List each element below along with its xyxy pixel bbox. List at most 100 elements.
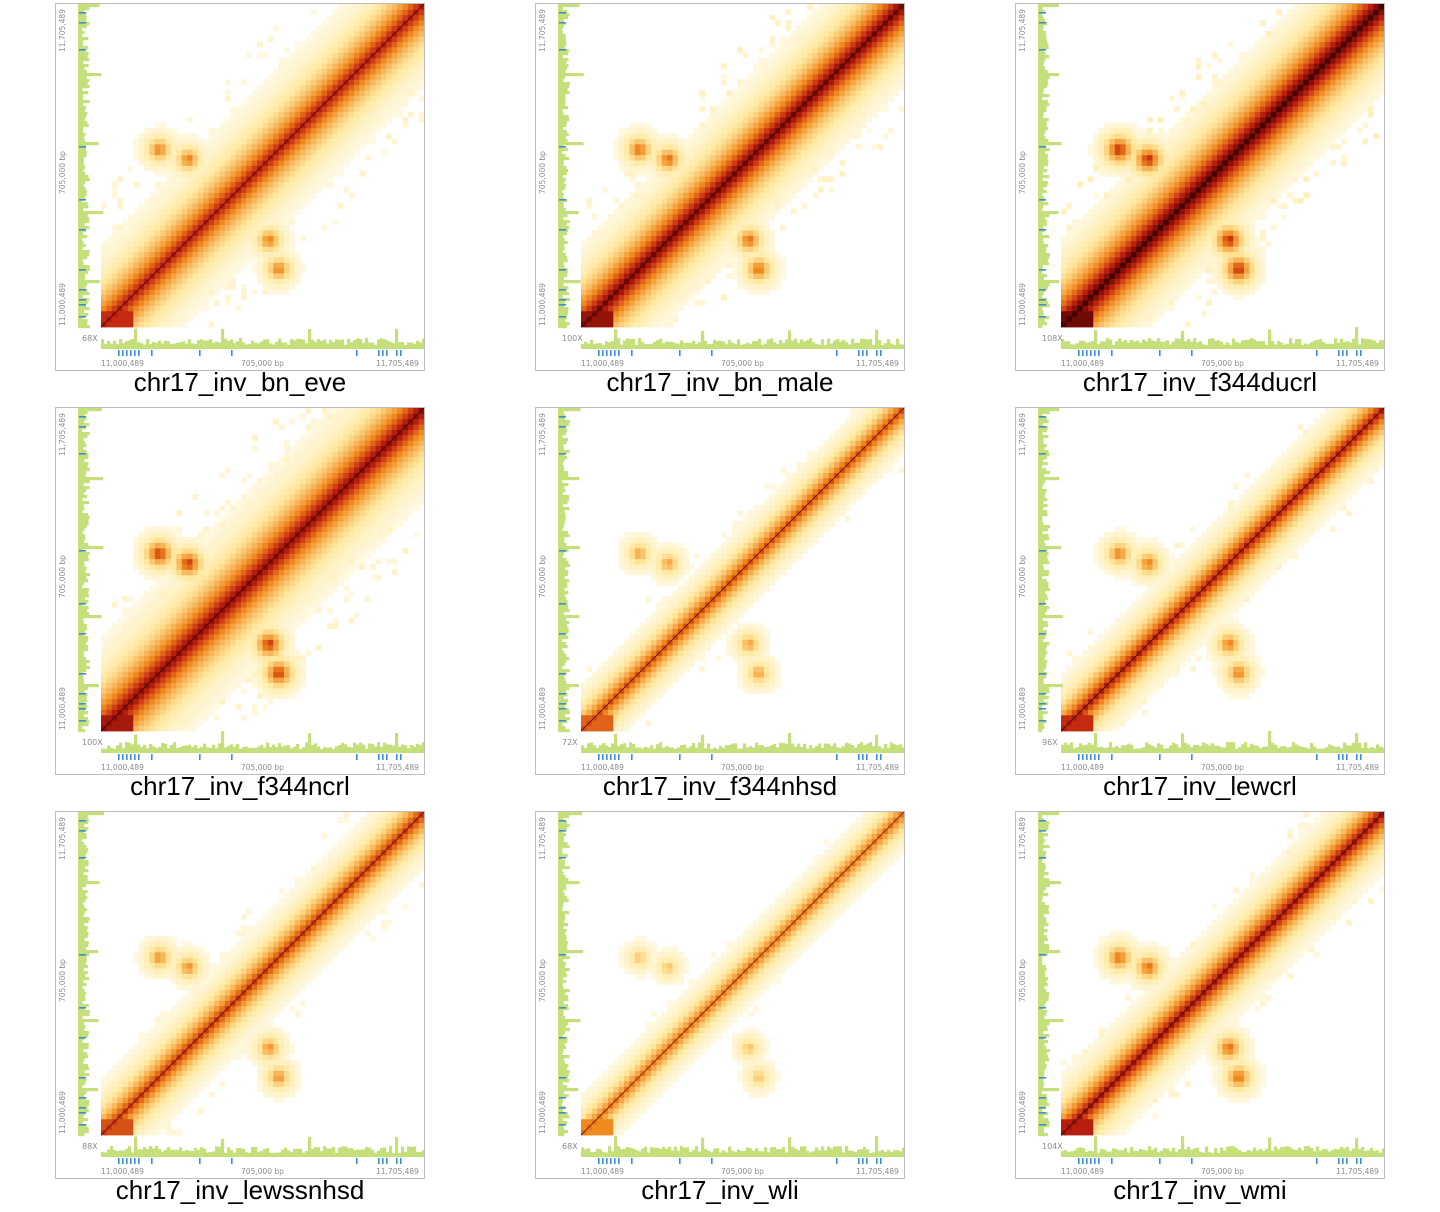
heatmap-cell xyxy=(1168,203,1175,209)
heatmap-cell xyxy=(235,257,242,263)
heatmap-cell xyxy=(1114,305,1121,312)
heatmap-cell xyxy=(375,84,382,91)
heatmap-cell xyxy=(354,143,360,150)
heatmap-cell xyxy=(203,257,210,263)
heatmap-cell xyxy=(1109,224,1116,231)
heatmap-cell xyxy=(176,187,183,193)
heatmap-cell xyxy=(667,321,673,328)
heatmap-cell xyxy=(817,30,824,37)
heatmap-cell xyxy=(1136,160,1143,166)
heatmap-cell xyxy=(327,138,333,145)
heatmap-cell xyxy=(774,149,781,156)
heatmap-cell xyxy=(866,47,873,53)
heatmap-cell xyxy=(327,111,333,118)
heatmap-cell xyxy=(720,230,727,236)
heatmap-cell xyxy=(850,127,856,134)
heatmap-cell xyxy=(634,283,641,290)
heatmap-cell xyxy=(127,267,134,274)
heatmap-cell xyxy=(656,251,663,258)
heatmap-cell xyxy=(1104,203,1110,209)
coverage-bar xyxy=(899,344,903,349)
heatmap-cell xyxy=(1082,316,1089,323)
heatmap-cell xyxy=(850,79,856,86)
heatmap-cell xyxy=(1136,300,1143,306)
heatmap-cell xyxy=(262,111,269,118)
heatmap-cell xyxy=(165,213,172,220)
heatmap-cell xyxy=(1163,165,1170,172)
heatmap-cell xyxy=(1141,267,1148,274)
heatmap-cell xyxy=(602,289,609,296)
heatmap-cell xyxy=(235,149,242,156)
heatmap-cell xyxy=(230,197,236,204)
coverage-bar xyxy=(182,341,186,349)
heatmap-cell xyxy=(203,208,210,215)
heatmap-cell xyxy=(354,36,360,43)
heatmap-cell xyxy=(758,170,765,177)
heatmap-cell xyxy=(1071,240,1078,247)
heatmap-cell xyxy=(650,203,657,209)
heatmap-cell xyxy=(187,300,193,306)
x-axis-mid-label: 705,000 bp xyxy=(721,359,764,368)
heatmap-cell xyxy=(208,235,215,242)
heatmap-cell xyxy=(1141,230,1148,236)
coverage-bar xyxy=(78,280,100,284)
heatmap-cell xyxy=(1125,138,1132,145)
heatmap-cell xyxy=(667,283,673,290)
heatmap-cell xyxy=(101,251,107,258)
heatmap-cell xyxy=(710,154,716,161)
heatmap-cell xyxy=(380,25,387,32)
coverage-bar xyxy=(78,223,85,227)
heatmap-cell xyxy=(645,133,652,139)
heatmap-cell xyxy=(607,246,614,253)
heatmap-cell xyxy=(769,122,776,129)
heatmap-cell xyxy=(257,176,263,183)
coverage-bar xyxy=(134,328,138,349)
coverage-bar xyxy=(558,85,570,89)
coverage-bar xyxy=(78,265,90,269)
heatmap-cell xyxy=(251,90,258,96)
heatmap-cell xyxy=(634,235,641,242)
heatmap-cell xyxy=(240,111,247,118)
heatmap-cell xyxy=(871,90,878,96)
heatmap-cell xyxy=(758,47,765,53)
heatmap-cell xyxy=(645,230,652,236)
coverage-bar xyxy=(558,34,566,38)
heatmap-cell xyxy=(1179,122,1186,129)
bottom-gene-track xyxy=(118,350,402,356)
heatmap-cell xyxy=(144,273,150,279)
heatmap-cell xyxy=(720,160,727,166)
heatmap-cell xyxy=(882,25,889,32)
heatmap-cell xyxy=(257,41,263,48)
heatmap-cell xyxy=(764,278,770,285)
heatmap-cell xyxy=(1152,219,1159,226)
heatmap-cell xyxy=(1130,321,1137,328)
heatmap-cell xyxy=(251,240,258,247)
heatmap-cell xyxy=(144,305,150,312)
heatmap-cell xyxy=(1157,138,1164,145)
heatmap-cell xyxy=(170,289,177,296)
coverage-bar xyxy=(78,19,87,23)
heatmap-cell xyxy=(774,160,781,166)
heatmap-cell xyxy=(176,240,183,247)
heatmap-cell xyxy=(348,138,355,145)
heatmap-cell xyxy=(294,176,301,183)
heatmap-cell xyxy=(1120,224,1126,231)
heatmap-cell xyxy=(607,321,614,328)
heatmap-cell xyxy=(138,160,145,166)
heatmap-cell xyxy=(1184,192,1191,199)
heatmap-cell xyxy=(683,154,690,161)
heatmap-cell xyxy=(122,321,129,328)
heatmap-cell xyxy=(715,230,722,236)
coverage-bar xyxy=(665,341,669,349)
heatmap-cell xyxy=(629,143,636,150)
gene-mark xyxy=(386,350,388,356)
coverage-bar xyxy=(558,97,566,101)
heatmap-cell xyxy=(267,36,274,43)
heatmap-cell xyxy=(618,289,625,296)
heatmap-cell xyxy=(101,283,107,290)
heatmap-cell xyxy=(305,181,312,188)
heatmap-cell xyxy=(667,262,673,269)
heatmap-cell xyxy=(624,224,630,231)
heatmap-cell xyxy=(871,57,878,64)
heatmap-cell xyxy=(737,138,743,145)
